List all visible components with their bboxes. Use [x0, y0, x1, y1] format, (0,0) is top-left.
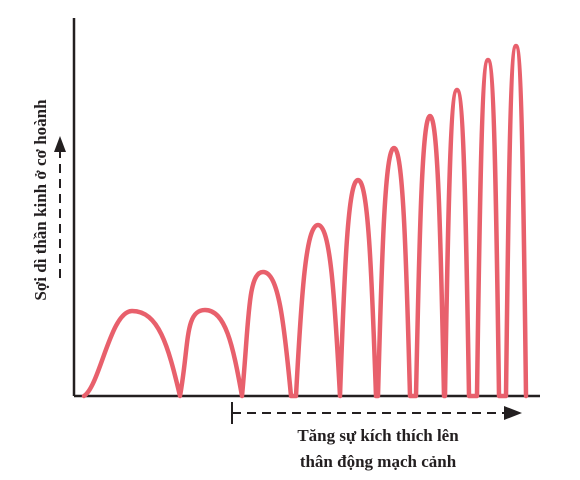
- x-axis-label-line2: thân động mạch cảnh: [300, 452, 457, 471]
- nerve-impulse-wave: [81, 43, 529, 399]
- y-increase-arrow: [54, 136, 66, 278]
- y-axis-label: Sợi dì thần kinh ở cơ hoành: [31, 99, 50, 301]
- x-axis-label-line1: Tăng sự kích thích lên: [297, 426, 459, 445]
- x-increase-arrow: [231, 402, 522, 424]
